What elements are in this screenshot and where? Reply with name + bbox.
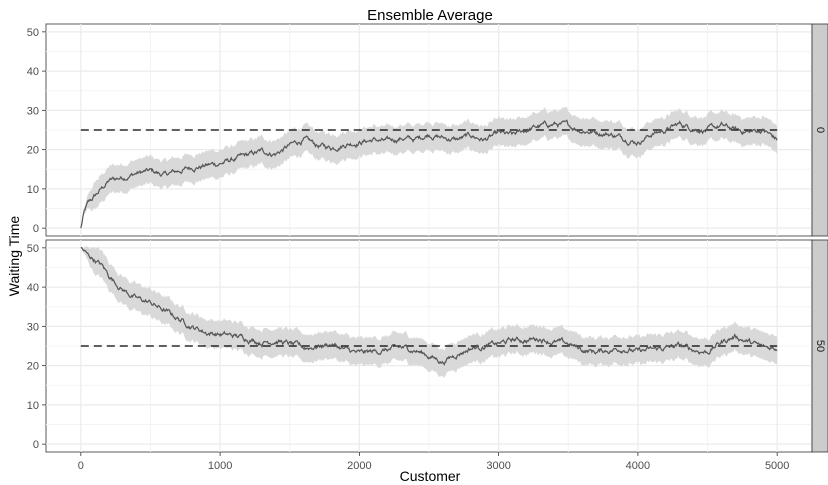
y-tick-label: 40 [27, 66, 39, 78]
x-tick-label: 3000 [486, 460, 510, 472]
y-tick-label: 50 [27, 243, 39, 255]
x-tick-label: 5000 [765, 460, 789, 472]
facet-strip [811, 239, 828, 453]
confidence-band [80, 246, 778, 379]
panel-0: 0 10 20 30 40 50 0 [27, 23, 828, 237]
x-tick-label: 2000 [347, 460, 371, 472]
x-tick-label: 4000 [626, 460, 650, 472]
mean-line [80, 119, 778, 229]
y-tick-label: 10 [27, 184, 39, 196]
x-tick-label: 1000 [208, 460, 232, 472]
mean-line [80, 246, 778, 366]
y-tick-label: 50 [27, 27, 39, 39]
facet-panels: 0 10 20 30 40 50 0 0 10 20 30 40 50 50 [27, 23, 828, 453]
y-tick-label: 20 [27, 145, 39, 157]
y-tick-label: 20 [27, 361, 39, 373]
chart-title: Ensemble Average [367, 7, 493, 24]
x-tick-label: 0 [78, 460, 84, 472]
facet-label: 0 [814, 127, 826, 133]
y-tick-label: 40 [27, 282, 39, 294]
y-tick-label: 10 [27, 400, 39, 412]
y-tick-label: 30 [27, 321, 39, 333]
facet-strip [811, 23, 828, 237]
facet-label: 50 [814, 340, 826, 352]
y-tick-label: 0 [33, 223, 39, 235]
panel-50: 0 10 20 30 40 50 50 [27, 239, 828, 453]
x-axis-label: Customer [400, 468, 461, 484]
confidence-band [80, 106, 778, 229]
y-axis-label: Waiting Time [6, 216, 22, 297]
x-axis: 0 1000 2000 3000 4000 5000 [78, 452, 789, 472]
y-tick-label: 0 [33, 439, 39, 451]
y-tick-label: 30 [27, 105, 39, 117]
